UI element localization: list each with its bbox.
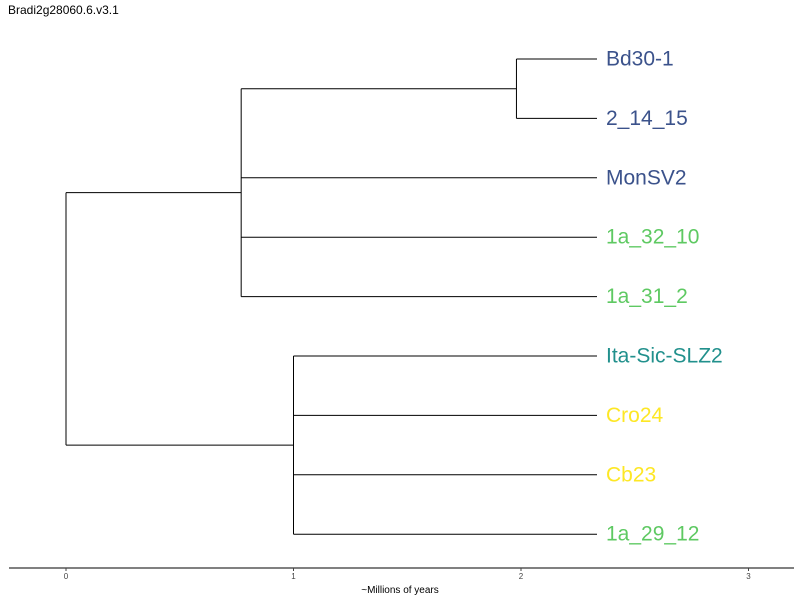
axis-tick-label: 1 xyxy=(291,572,296,581)
tip-label: Bd30-1 xyxy=(606,48,674,71)
tree-title: Bradi2g28060.6.v3.1 xyxy=(8,3,119,17)
tip-label: 1a_32_10 xyxy=(606,226,699,249)
tip-label: 1a_29_12 xyxy=(606,523,699,546)
tip-label: Cro24 xyxy=(606,404,664,427)
axis-tick-label: 0 xyxy=(64,572,69,581)
axis-tick-label: 2 xyxy=(519,572,524,581)
tip-labels: Bd30-1 2_14_15 MonSV2 1a_32_10 1a_31_2 Ita-Si… xyxy=(606,48,723,546)
axis-title: ~Millions of years xyxy=(361,585,439,596)
time-axis: 0 1 2 3 ~Millions of years xyxy=(9,567,794,596)
axis-tick-label: 3 xyxy=(746,572,751,581)
tip-label: MonSV2 xyxy=(606,166,687,189)
axis-ticks: 0 1 2 3 xyxy=(64,568,751,581)
tip-label: 1a_31_2 xyxy=(606,285,688,308)
tip-label: 2_14_15 xyxy=(606,107,688,130)
tip-label: Cb23 xyxy=(606,463,656,486)
tree-branches xyxy=(65,58,597,535)
tip-label: Ita-Sic-SLZ2 xyxy=(606,345,723,368)
